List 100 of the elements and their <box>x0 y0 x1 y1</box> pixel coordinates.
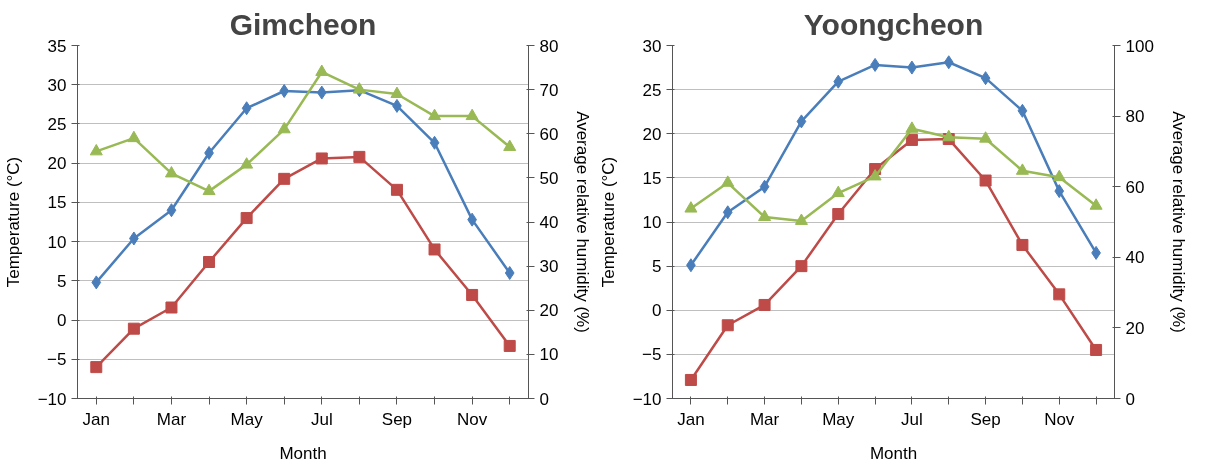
x-tick-label: Jan <box>82 409 111 429</box>
point <box>979 131 993 143</box>
y-tick-label: −10 <box>37 389 67 409</box>
chart-title: Gimcheon <box>229 7 377 41</box>
point <box>316 85 327 100</box>
point <box>868 169 882 181</box>
point <box>905 121 919 133</box>
y-tick-label: 0 <box>652 301 662 321</box>
point <box>352 82 366 94</box>
point <box>1016 238 1029 251</box>
point <box>942 129 956 142</box>
y-tick-label: 5 <box>57 271 67 291</box>
point <box>240 212 253 225</box>
point <box>91 275 102 290</box>
point <box>203 256 216 269</box>
point <box>164 166 178 178</box>
point <box>165 301 178 314</box>
point <box>278 172 291 185</box>
point <box>795 260 808 273</box>
point <box>202 183 216 196</box>
point <box>503 139 517 151</box>
point <box>1054 184 1065 199</box>
point <box>315 64 329 76</box>
point <box>90 361 103 374</box>
y-tick-label: 15 <box>642 168 662 188</box>
point <box>1089 198 1103 210</box>
x-tick-label: Sep <box>970 409 1001 429</box>
point <box>127 322 140 335</box>
x-tick-label: Jan <box>677 409 705 429</box>
point <box>905 133 918 146</box>
y2-tick-label: 20 <box>1125 318 1145 338</box>
point <box>277 121 291 134</box>
point <box>390 86 404 98</box>
x-axis-title: Month <box>279 443 327 463</box>
point <box>721 319 734 332</box>
point <box>89 143 103 156</box>
y2-tick-label: 70 <box>539 80 559 100</box>
x-tick-label: Jul <box>310 409 333 429</box>
x-tick-label: Mar <box>749 409 780 429</box>
x-tick-label: Mar <box>156 409 187 429</box>
x-tick-label: Sep <box>381 409 413 429</box>
point <box>465 108 479 121</box>
point <box>353 150 366 163</box>
x-tick-label: May <box>230 409 264 429</box>
y-tick-label: 20 <box>47 154 67 174</box>
point <box>721 175 735 187</box>
point <box>796 114 807 129</box>
y-axis-title: Temperature (°C) <box>598 156 618 288</box>
y2-axis-title: Average relative humidity (%) <box>573 111 593 333</box>
y-tick-label: 5 <box>652 257 662 277</box>
point <box>503 339 516 352</box>
y2-tick-label: 0 <box>1125 389 1135 409</box>
y-tick-label: 10 <box>642 213 662 232</box>
y-tick-label: 15 <box>47 193 67 213</box>
point <box>1052 169 1066 182</box>
point <box>722 205 733 220</box>
point <box>315 152 328 165</box>
chart-title: Yoongcheon <box>803 7 984 41</box>
point <box>759 179 770 194</box>
point <box>466 288 479 301</box>
y-tick-label: 20 <box>642 124 662 144</box>
y2-tick-label: 50 <box>539 168 559 188</box>
point <box>758 209 772 222</box>
point <box>127 130 141 143</box>
y-tick-label: 25 <box>47 114 67 134</box>
point <box>684 373 697 386</box>
y2-tick-label: 20 <box>539 301 559 321</box>
x-tick-label: May <box>822 409 855 429</box>
point <box>979 174 992 187</box>
point <box>166 203 177 218</box>
point <box>390 183 403 196</box>
y-tick-label: 25 <box>642 80 662 100</box>
y-tick-label: 10 <box>47 232 67 252</box>
y2-tick-label: 40 <box>539 213 559 232</box>
y-tick-label: −10 <box>632 389 662 409</box>
point <box>980 71 991 86</box>
y-tick-label: 0 <box>57 311 67 331</box>
x-tick-label: Jul <box>901 409 923 429</box>
point <box>428 243 441 256</box>
y-tick-label: 35 <box>47 36 67 56</box>
point <box>832 208 845 221</box>
y-axis-title: Temperature (°C) <box>3 156 23 288</box>
point <box>240 157 254 169</box>
x-axis-title: Month <box>869 443 918 463</box>
point <box>241 101 252 116</box>
y-tick-label: 30 <box>47 75 67 95</box>
y-tick-label: −5 <box>642 345 662 365</box>
point <box>794 213 808 225</box>
point <box>684 201 698 213</box>
x-tick-label: Nov <box>1044 409 1075 429</box>
y2-tick-label: 60 <box>1125 177 1145 197</box>
point <box>831 185 845 198</box>
point <box>1015 163 1029 175</box>
y2-tick-label: 80 <box>1125 107 1145 127</box>
y2-tick-label: 60 <box>539 124 559 144</box>
y2-tick-label: 40 <box>1125 248 1145 268</box>
point <box>1017 103 1028 118</box>
y2-tick-label: 10 <box>539 345 559 365</box>
point <box>428 108 442 121</box>
point <box>1090 343 1103 356</box>
